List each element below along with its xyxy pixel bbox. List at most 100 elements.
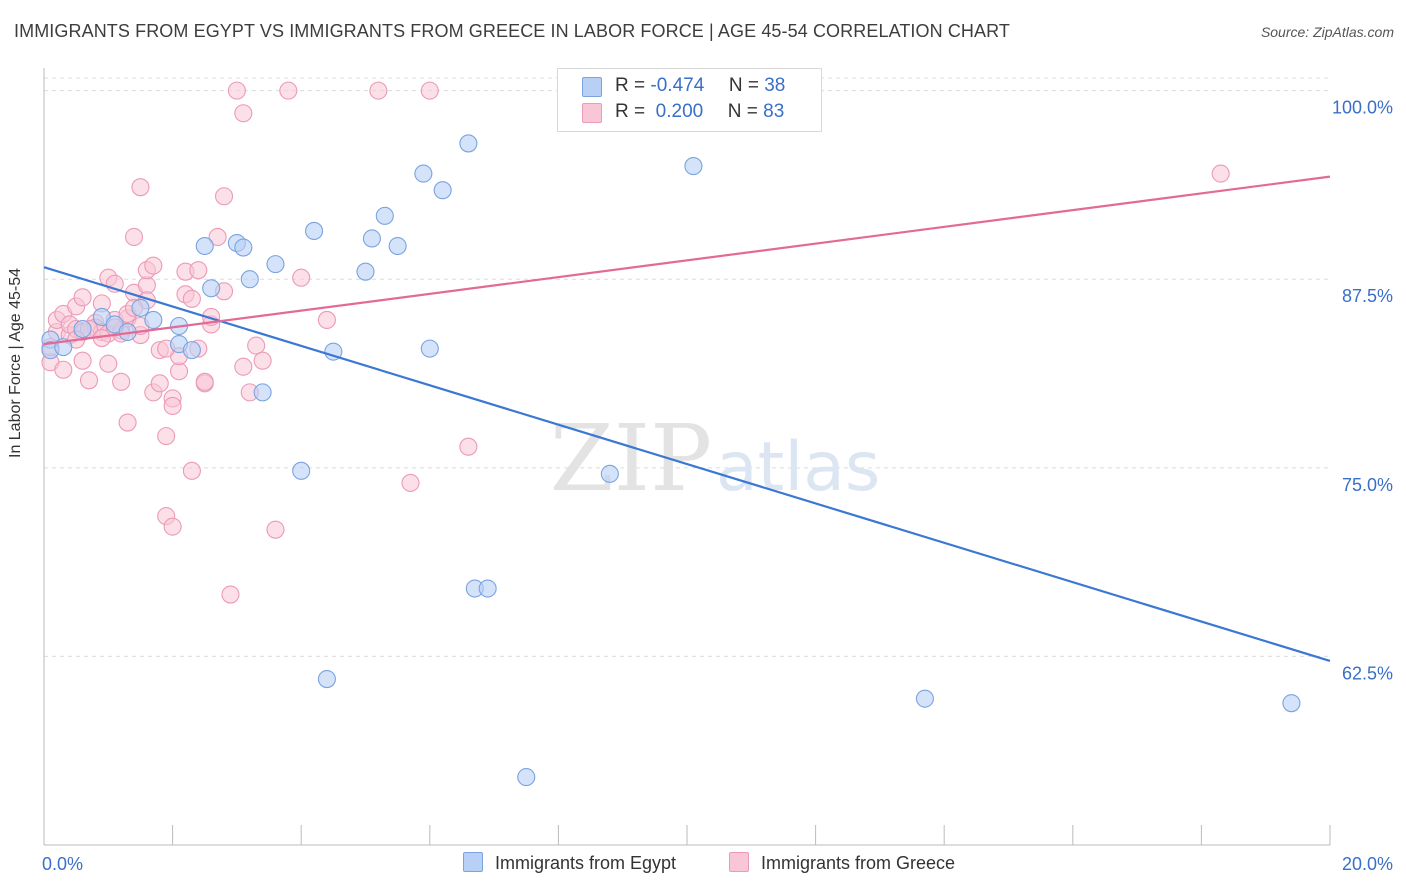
greece-point-38 — [163, 517, 182, 536]
greece-point-32 — [144, 256, 163, 275]
greece-point-66 — [1211, 164, 1230, 183]
y-tick-label-2: 75.0% — [1342, 475, 1393, 495]
egypt-point-26 — [388, 236, 407, 256]
tick-labels: 100.0% 87.5% 75.0% 62.5% 0.0% 20.0% — [42, 98, 1393, 874]
greece-point-23 — [112, 372, 131, 391]
legend-egypt-r-label: R = — [615, 75, 646, 96]
bottom-legend-swatch-egypt — [463, 852, 483, 872]
legend-greece-r-value: 0.200 — [650, 101, 704, 122]
egypt-trendline — [43, 266, 1331, 662]
greece-point-60 — [292, 268, 311, 287]
y-tick-label-0: 100.0% — [1332, 98, 1393, 118]
greece-point-27 — [124, 227, 144, 247]
egypt-point-11 — [182, 341, 201, 360]
egypt-point-27 — [414, 164, 433, 183]
greece-point-50 — [214, 187, 234, 206]
greece-point-73 — [150, 374, 169, 393]
greece-point-57 — [253, 351, 272, 370]
source-label: Source: ZipAtlas.com — [1260, 24, 1394, 40]
greece-point-36 — [157, 427, 176, 446]
greece-point-52 — [227, 81, 246, 100]
egypt-point-21 — [317, 669, 336, 689]
egypt-point-24 — [362, 229, 381, 248]
egypt-point-35 — [684, 157, 703, 176]
legend-greece-n-label: N = — [727, 101, 758, 122]
greece-point-4 — [54, 360, 73, 379]
greece-point-43 — [182, 461, 201, 480]
axes — [43, 68, 1331, 846]
greece-point-77 — [189, 261, 208, 280]
legend-greece-r-label: R = — [615, 101, 646, 122]
egypt-point-28 — [420, 339, 439, 358]
greece-point-80 — [73, 288, 92, 307]
greece-point-11 — [73, 351, 92, 370]
greece-point-64 — [420, 81, 439, 100]
egypt-point-8 — [144, 310, 163, 330]
greece-point-53 — [234, 104, 253, 123]
greece-point-56 — [247, 336, 266, 355]
greece-point-12 — [79, 371, 99, 390]
x-tick-label-1: 20.0% — [1342, 854, 1393, 874]
y-axis-label: In Labor Force | Age 45-54 — [7, 267, 24, 458]
greece-point-76 — [182, 289, 201, 308]
greece-point-51 — [221, 585, 240, 604]
legend-swatch-egypt — [582, 77, 602, 97]
egypt-point-23 — [356, 262, 375, 281]
egypt-point-25 — [375, 206, 394, 225]
greece-point-30 — [137, 276, 156, 295]
greece-point-29 — [131, 178, 150, 197]
greece-point-62 — [369, 81, 388, 100]
series-egypt-points — [41, 134, 1301, 787]
greece-point-24 — [118, 413, 137, 432]
watermark: ZIP atlas — [550, 405, 881, 512]
watermark-atlas: atlas — [716, 428, 880, 507]
bottom-legend-label-egypt: Immigrants from Egypt — [495, 853, 677, 873]
egypt-point-12 — [195, 236, 214, 256]
chart-title: IMMIGRANTS FROM EGYPT VS IMMIGRANTS FROM… — [14, 21, 1011, 41]
egypt-point-22 — [324, 342, 343, 361]
x-tick-label-0: 0.0% — [42, 854, 83, 874]
egypt-point-18 — [266, 255, 285, 274]
greece-point-54 — [234, 357, 253, 376]
egypt-point-3 — [73, 319, 92, 339]
egypt-point-17 — [253, 383, 272, 402]
greece-trendline — [43, 175, 1331, 346]
watermark-zip: ZIP — [550, 405, 712, 512]
egypt-point-13 — [202, 279, 221, 298]
y-tick-label-3: 62.5% — [1342, 663, 1393, 683]
egypt-point-36 — [915, 689, 934, 708]
egypt-point-37 — [1282, 694, 1301, 713]
greece-point-65 — [459, 437, 478, 456]
egypt-point-29 — [433, 181, 452, 200]
egypt-point-33 — [517, 768, 536, 787]
greece-point-48 — [208, 227, 227, 247]
y-tick-label-1: 87.5% — [1342, 286, 1393, 306]
egypt-point-15 — [234, 238, 253, 257]
stats-legend: R = -0.474 N = 38 R = 0.200 N = 83 — [557, 68, 822, 132]
greece-point-39 — [169, 362, 189, 381]
egypt-point-20 — [305, 221, 324, 240]
greece-point-75 — [163, 396, 182, 416]
greece-point-63 — [401, 473, 420, 492]
egypt-point-7 — [131, 298, 150, 317]
bottom-legend-greece: Immigrants from Greece — [729, 852, 955, 874]
legend-egypt-n-label: N = — [728, 75, 759, 96]
egypt-point-30 — [459, 134, 478, 153]
egypt-point-32 — [478, 579, 497, 598]
trendlines — [43, 175, 1331, 662]
bottom-legend-swatch-greece — [729, 852, 749, 872]
greece-point-46 — [195, 372, 214, 391]
greece-point-81 — [99, 354, 118, 373]
legend-swatch-greece — [582, 103, 602, 123]
bottom-legend-egypt: Immigrants from Egypt — [463, 852, 676, 874]
greece-point-58 — [266, 520, 285, 539]
legend-egypt-n-value: 38 — [764, 75, 786, 96]
egypt-point-34 — [600, 464, 619, 483]
greece-point-61 — [317, 310, 336, 330]
legend-greece-n-value: 83 — [763, 101, 785, 122]
series-greece-points — [41, 81, 1230, 604]
bottom-legend-label-greece: Immigrants from Greece — [761, 853, 956, 873]
egypt-point-16 — [240, 270, 259, 289]
egypt-point-19 — [292, 461, 311, 480]
